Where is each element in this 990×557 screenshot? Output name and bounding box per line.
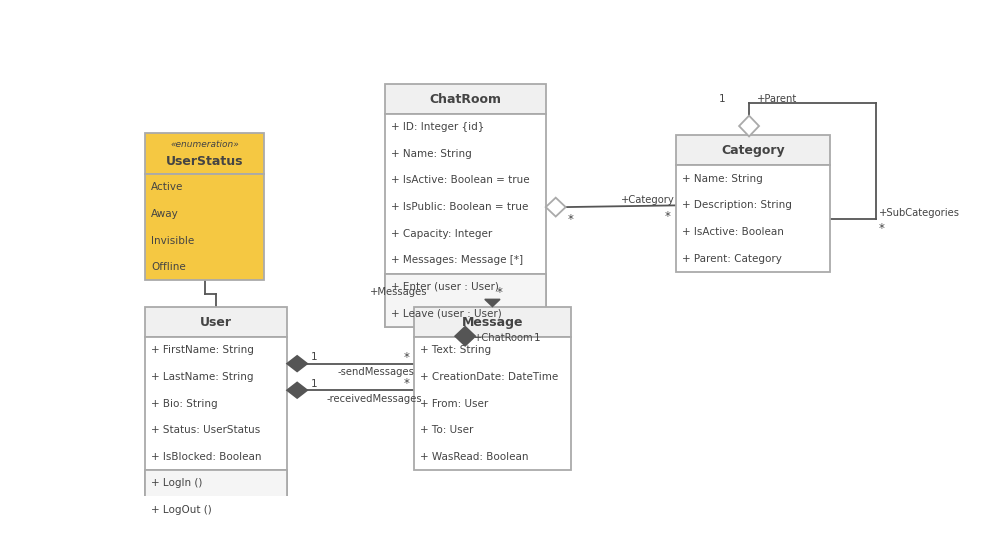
Text: + Leave (user : User): + Leave (user : User) [391, 309, 502, 319]
Text: + Description: String: + Description: String [682, 201, 792, 211]
Text: + Name: String: + Name: String [682, 174, 763, 184]
Polygon shape [740, 116, 759, 136]
Polygon shape [485, 299, 500, 306]
Text: + From: User: + From: User [420, 398, 488, 408]
Text: User: User [200, 315, 233, 329]
Text: +SubCategories: +SubCategories [879, 208, 959, 218]
Bar [146, 470, 287, 523]
Text: *: * [404, 351, 410, 364]
Text: +Category: +Category [621, 195, 674, 205]
Bar [384, 273, 545, 327]
Text: + ID: Integer {id}: + ID: Integer {id} [391, 123, 484, 133]
Text: Active: Active [151, 182, 184, 192]
Text: UserStatus: UserStatus [166, 154, 244, 168]
Text: *: * [404, 377, 410, 390]
Text: + Capacity: Integer: + Capacity: Integer [391, 229, 492, 239]
Bar [384, 84, 545, 114]
Bar [676, 135, 830, 165]
Bar [384, 273, 545, 327]
Text: + Enter (user : User): + Enter (user : User) [391, 282, 499, 292]
Text: + LogOut (): + LogOut () [151, 505, 212, 515]
Text: + Parent: Category: + Parent: Category [682, 253, 782, 263]
Text: +Messages: +Messages [369, 287, 428, 297]
Text: «enumeration»: «enumeration» [170, 140, 239, 149]
Text: +ChatRoom: +ChatRoom [474, 333, 534, 343]
Text: + IsPublic: Boolean = true: + IsPublic: Boolean = true [391, 202, 528, 212]
Bar [384, 114, 545, 273]
Text: + IsBlocked: Boolean: + IsBlocked: Boolean [151, 452, 262, 462]
Text: 1: 1 [311, 352, 318, 362]
Text: Category: Category [721, 144, 785, 157]
Polygon shape [287, 356, 307, 372]
Text: +Parent: +Parent [756, 94, 797, 104]
Text: + FirstName: String: + FirstName: String [151, 345, 254, 355]
Text: *: * [496, 286, 502, 299]
Text: + Bio: String: + Bio: String [151, 398, 218, 408]
Text: Invisible: Invisible [151, 236, 195, 246]
Text: Message: Message [461, 315, 523, 329]
Text: -receivedMessages: -receivedMessages [327, 394, 422, 404]
Text: -sendMessages: -sendMessages [338, 367, 415, 377]
Text: *: * [567, 213, 573, 227]
Bar [676, 165, 830, 272]
Text: Away: Away [151, 209, 179, 219]
Text: Offline: Offline [151, 262, 186, 272]
Polygon shape [455, 327, 475, 345]
Text: + Messages: Message [*]: + Messages: Message [*] [391, 255, 523, 265]
Bar [146, 470, 287, 523]
Text: + LogIn (): + LogIn () [151, 478, 203, 488]
Text: + To: User: + To: User [420, 425, 473, 435]
Text: + IsActive: Boolean: + IsActive: Boolean [682, 227, 784, 237]
Polygon shape [545, 198, 565, 217]
Text: ChatRoom: ChatRoom [430, 92, 501, 105]
Bar [146, 174, 264, 280]
Text: + Name: String: + Name: String [391, 149, 471, 159]
Bar [414, 307, 571, 337]
Bar [146, 337, 287, 470]
Text: *: * [664, 209, 670, 223]
Bar [146, 307, 287, 337]
Bar [146, 133, 264, 174]
Bar [414, 337, 571, 470]
Text: + Status: UserStatus: + Status: UserStatus [151, 425, 260, 435]
Text: + IsActive: Boolean = true: + IsActive: Boolean = true [391, 175, 530, 185]
Text: *: * [879, 222, 885, 234]
Text: + WasRead: Boolean: + WasRead: Boolean [420, 452, 529, 462]
Text: + CreationDate: DateTime: + CreationDate: DateTime [420, 372, 558, 382]
Text: + Text: String: + Text: String [420, 345, 491, 355]
Polygon shape [287, 383, 307, 398]
Text: 1: 1 [311, 379, 318, 389]
Text: 1: 1 [719, 94, 725, 104]
Text: 1: 1 [535, 333, 541, 343]
Text: + LastName: String: + LastName: String [151, 372, 253, 382]
